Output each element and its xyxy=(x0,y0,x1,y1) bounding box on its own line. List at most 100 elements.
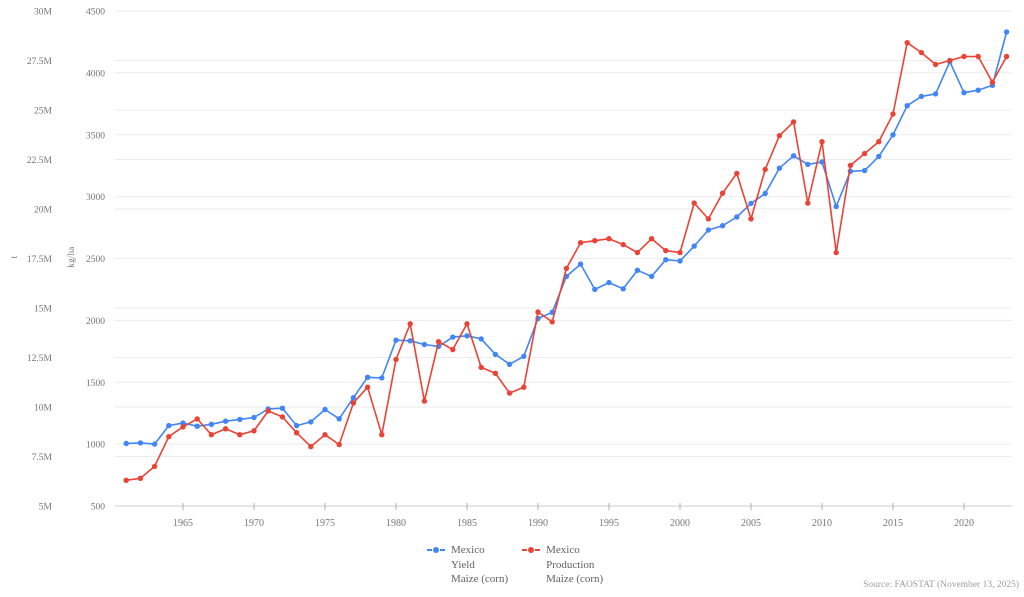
x-axis-tick-label: 2020 xyxy=(954,518,974,529)
production-data-point xyxy=(606,236,612,242)
x-axis-tick-label: 1990 xyxy=(528,518,548,529)
production-data-point xyxy=(506,390,513,396)
yield-data-point xyxy=(819,159,825,165)
production-data-point xyxy=(819,139,825,145)
legend-entry-yield: Mexico Yield Maize (corn) xyxy=(427,543,508,587)
y-axis-title-tonnes: t xyxy=(9,255,19,259)
production-data-point xyxy=(123,477,129,483)
legend-label-line: Mexico xyxy=(546,544,580,556)
yield-data-point xyxy=(1003,29,1010,35)
y-axis-t-tick-label: 27.5M xyxy=(27,57,53,67)
production-data-point xyxy=(847,162,854,169)
production-data-point xyxy=(137,475,144,481)
yield-data-point xyxy=(293,422,300,429)
production-data-point xyxy=(1003,53,1010,60)
yield-data-point xyxy=(151,441,158,447)
yield-data-point xyxy=(336,416,342,422)
source-note: Source: FAOSTAT (November 13, 2025) xyxy=(863,580,1019,590)
yield-data-point xyxy=(407,338,413,344)
production-data-point xyxy=(464,321,470,327)
production-data-point xyxy=(421,398,428,404)
production-data-point xyxy=(790,119,797,125)
production-data-point xyxy=(890,111,896,117)
legend: Mexico Yield Maize (corn) Mexico Product… xyxy=(427,543,603,587)
y-axis-kgha-tick-label: 3500 xyxy=(86,131,105,141)
yield-data-point xyxy=(251,414,257,421)
y-axis-kgha-tick-label: 3000 xyxy=(86,193,105,203)
production-data-point xyxy=(833,249,839,256)
production-data-point xyxy=(620,241,626,248)
yield-data-point xyxy=(521,353,527,359)
yield-data-point xyxy=(464,333,470,339)
yield-data-point xyxy=(379,375,385,381)
yield-data-point xyxy=(322,406,328,413)
yield-data-point xyxy=(734,214,740,220)
production-data-point xyxy=(861,150,868,157)
y-axis-t-tick-label: 22.5M xyxy=(27,156,53,166)
y-axis-kgha-tick-label: 500 xyxy=(91,503,106,513)
y-axis-kgha-tick-label: 2500 xyxy=(86,255,105,265)
production-data-point xyxy=(293,430,300,436)
yield-data-point xyxy=(350,395,357,401)
x-axis-tick-label: 1985 xyxy=(457,518,477,529)
y-axis-t-tick-label: 15M xyxy=(34,305,53,315)
production-data-point xyxy=(989,79,996,86)
production-data-point xyxy=(407,321,413,327)
yield-data-point xyxy=(790,153,797,159)
production-data-point xyxy=(677,249,683,256)
y-axis-kgha-tick-label: 4000 xyxy=(86,69,105,79)
yield-data-point xyxy=(904,103,910,109)
yield-data-point xyxy=(577,261,584,267)
y-axis-t-tick-label: 7.5M xyxy=(32,453,53,463)
production-data-point xyxy=(222,426,229,432)
production-data-point xyxy=(166,434,172,440)
yield-data-point xyxy=(137,440,144,446)
production-data-point xyxy=(379,432,385,438)
production-data-point xyxy=(450,346,456,353)
legend-label-line: Maize (corn) xyxy=(546,573,604,585)
yield-data-point xyxy=(648,273,655,280)
production-data-point xyxy=(237,432,243,438)
production-data-point xyxy=(393,356,399,363)
yield-data-point xyxy=(762,190,768,197)
yield-data-point xyxy=(691,243,697,249)
legend-label-line: Maize (corn) xyxy=(451,573,509,585)
x-axis-tick-label: 1975 xyxy=(315,518,335,529)
yield-data-point xyxy=(208,421,215,427)
x-axis-tick-label: 1970 xyxy=(244,518,264,529)
yield-data-point xyxy=(677,258,683,264)
y-axis-t-tick-label: 10M xyxy=(34,404,53,414)
yield-data-point xyxy=(549,309,555,315)
production-data-point xyxy=(918,49,925,56)
production-data-point xyxy=(151,463,158,470)
yield-data-point xyxy=(506,361,513,367)
yield-data-point xyxy=(876,153,882,160)
production-data-point xyxy=(876,139,882,145)
production-data-point xyxy=(279,414,286,420)
yield-data-point xyxy=(592,286,598,293)
production-data-point xyxy=(180,424,186,430)
yield-data-point xyxy=(918,93,925,100)
x-axis-tick-label: 2005 xyxy=(741,518,761,529)
yield-data-point xyxy=(961,90,967,96)
y-axis-kgha-tick-label: 1500 xyxy=(86,379,105,389)
y-axis-kgha-tick-label: 4500 xyxy=(86,8,105,18)
yield-data-point xyxy=(279,405,286,411)
yield-series-marker-icon xyxy=(427,547,445,553)
x-axis-tick-label: 2010 xyxy=(812,518,832,529)
production-data-point xyxy=(592,238,598,244)
production-data-point xyxy=(648,236,655,242)
production-data-point xyxy=(748,216,754,222)
yield-data-point xyxy=(166,422,172,429)
yield-data-point xyxy=(705,227,712,233)
y-axis-t-tick-label: 20M xyxy=(34,206,53,216)
production-data-point xyxy=(762,166,768,173)
production-data-point xyxy=(563,265,570,272)
y-axis-t-tick-label: 17.5M xyxy=(27,255,53,265)
yield-data-point xyxy=(975,87,981,93)
production-data-point xyxy=(350,400,357,406)
y-axis-t-tick-label: 30M xyxy=(34,8,53,18)
yield-data-point xyxy=(180,420,186,426)
